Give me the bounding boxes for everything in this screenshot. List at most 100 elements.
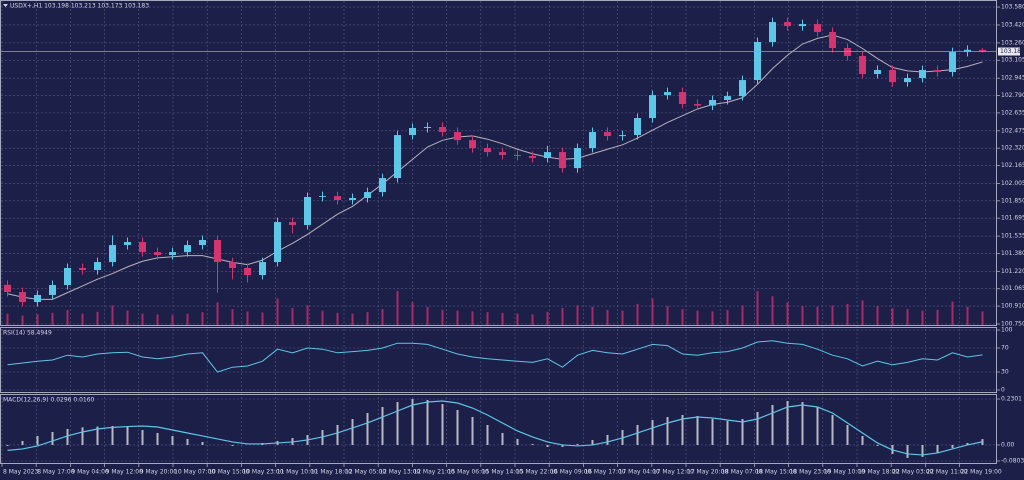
- macd-bar: [861, 435, 864, 445]
- volume-bar: [876, 306, 879, 325]
- candle-body: [199, 239, 206, 246]
- x-tick-label: 10 May 23:00: [242, 469, 283, 476]
- macd-bar: [21, 440, 24, 445]
- x-tick-label: 16 May 09:00: [550, 469, 591, 476]
- price-label-box: [998, 47, 1020, 56]
- macd-bar: [606, 434, 609, 445]
- macd-bar: [546, 444, 549, 447]
- candle-body: [859, 55, 866, 75]
- volume-bar: [831, 305, 834, 325]
- macd-bar: [381, 407, 384, 445]
- macd-bar: [906, 444, 909, 458]
- volume-bar: [576, 305, 579, 325]
- macd-bar: [96, 426, 99, 445]
- macd-bar: [591, 439, 594, 445]
- volume-bar: [771, 296, 774, 325]
- y-tick-label: 100.910: [1001, 303, 1024, 310]
- macd-bar: [456, 410, 459, 445]
- y-tick-label: 0: [1001, 387, 1005, 394]
- x-tick-label: 9 May 20:00: [140, 469, 178, 476]
- x-tick-label: 12 May 21:00: [413, 469, 454, 476]
- macd-bar: [756, 412, 759, 445]
- macd-bar: [726, 420, 729, 445]
- volume-bar: [201, 312, 204, 325]
- volume-bar: [756, 291, 759, 325]
- volume-bar: [216, 302, 219, 325]
- volume-bar: [336, 312, 339, 325]
- volume-bar: [591, 306, 594, 325]
- macd-panel-frame: [0, 394, 997, 464]
- candle-body: [604, 132, 611, 137]
- candle-body: [814, 24, 821, 33]
- candle-body: [424, 126, 431, 129]
- symbol-icon: [3, 4, 8, 7]
- candle-body: [349, 197, 356, 201]
- volume-bar: [276, 298, 279, 325]
- candle-body: [259, 262, 266, 276]
- candle-body: [919, 69, 926, 79]
- volume-bar: [111, 305, 114, 325]
- x-tick-label: 11 May 10:00: [277, 469, 318, 476]
- candle-body: [769, 22, 776, 42]
- volume-bar: [351, 313, 354, 325]
- macd-bar: [966, 442, 969, 445]
- y-tick-label: -0.0803: [1001, 458, 1024, 465]
- y-tick-label: 101.380: [1001, 250, 1024, 257]
- candle-body: [979, 49, 986, 52]
- main-panel-frame: [0, 0, 997, 326]
- candle-body: [454, 132, 461, 141]
- y-tick-label: 103.260: [1001, 39, 1024, 46]
- macd-bar: [741, 418, 744, 445]
- volume-bar: [321, 310, 324, 325]
- x-tick-label: 19 May 10:00: [824, 469, 865, 476]
- candle-body: [379, 178, 386, 193]
- volume-bar: [741, 305, 744, 325]
- y-tick-label: 102.475: [1001, 127, 1024, 134]
- volume-bar: [21, 315, 24, 325]
- volume-bar: [81, 313, 84, 325]
- volume-bar: [561, 308, 564, 325]
- x-tick-label: 17 May 12:00: [653, 469, 694, 476]
- candle-body: [109, 245, 116, 263]
- y-tick-label: 0.00: [1001, 441, 1015, 448]
- macd-bar: [666, 416, 669, 445]
- candle-body: [244, 267, 251, 276]
- macd-bar: [171, 435, 174, 445]
- macd-bar: [531, 443, 534, 445]
- candle-body: [634, 118, 641, 136]
- volume-bar: [381, 309, 384, 325]
- volume-bar: [366, 312, 369, 325]
- candle-body: [229, 262, 236, 268]
- x-tick-label: 15 May 14:00: [482, 469, 523, 476]
- volume-bar: [636, 303, 639, 325]
- macd-bar: [81, 427, 84, 445]
- volume-bar: [51, 312, 54, 325]
- macd-bar: [681, 414, 684, 445]
- x-tick-label: 19 May 18:00: [858, 469, 899, 476]
- macd-bar: [711, 418, 714, 445]
- candle-body: [904, 78, 911, 83]
- volume-bar: [186, 313, 189, 325]
- y-tick-label: 30: [1001, 369, 1009, 376]
- macd-bar: [111, 425, 114, 445]
- volume-bar: [516, 313, 519, 325]
- x-tick-label: 15 May 06:00: [448, 469, 489, 476]
- macd-bar: [396, 402, 399, 445]
- volume-bar: [696, 310, 699, 325]
- macd-bar: [426, 400, 429, 445]
- volume-bar: [171, 315, 174, 325]
- volume-bar: [96, 311, 99, 325]
- volume-bar: [621, 310, 624, 325]
- y-tick-label: 103.580: [1001, 4, 1024, 11]
- y-tick-label: 102.320: [1001, 145, 1024, 152]
- macd-bar: [816, 407, 819, 445]
- volume-bar: [66, 309, 69, 325]
- candle-body: [574, 148, 581, 169]
- macd-bar: [576, 443, 579, 445]
- volume-bar: [711, 311, 714, 325]
- volume-bar: [681, 309, 684, 325]
- volume-bar: [921, 310, 924, 325]
- candle-body: [439, 126, 446, 133]
- y-tick-label: 0.2301: [1001, 396, 1022, 403]
